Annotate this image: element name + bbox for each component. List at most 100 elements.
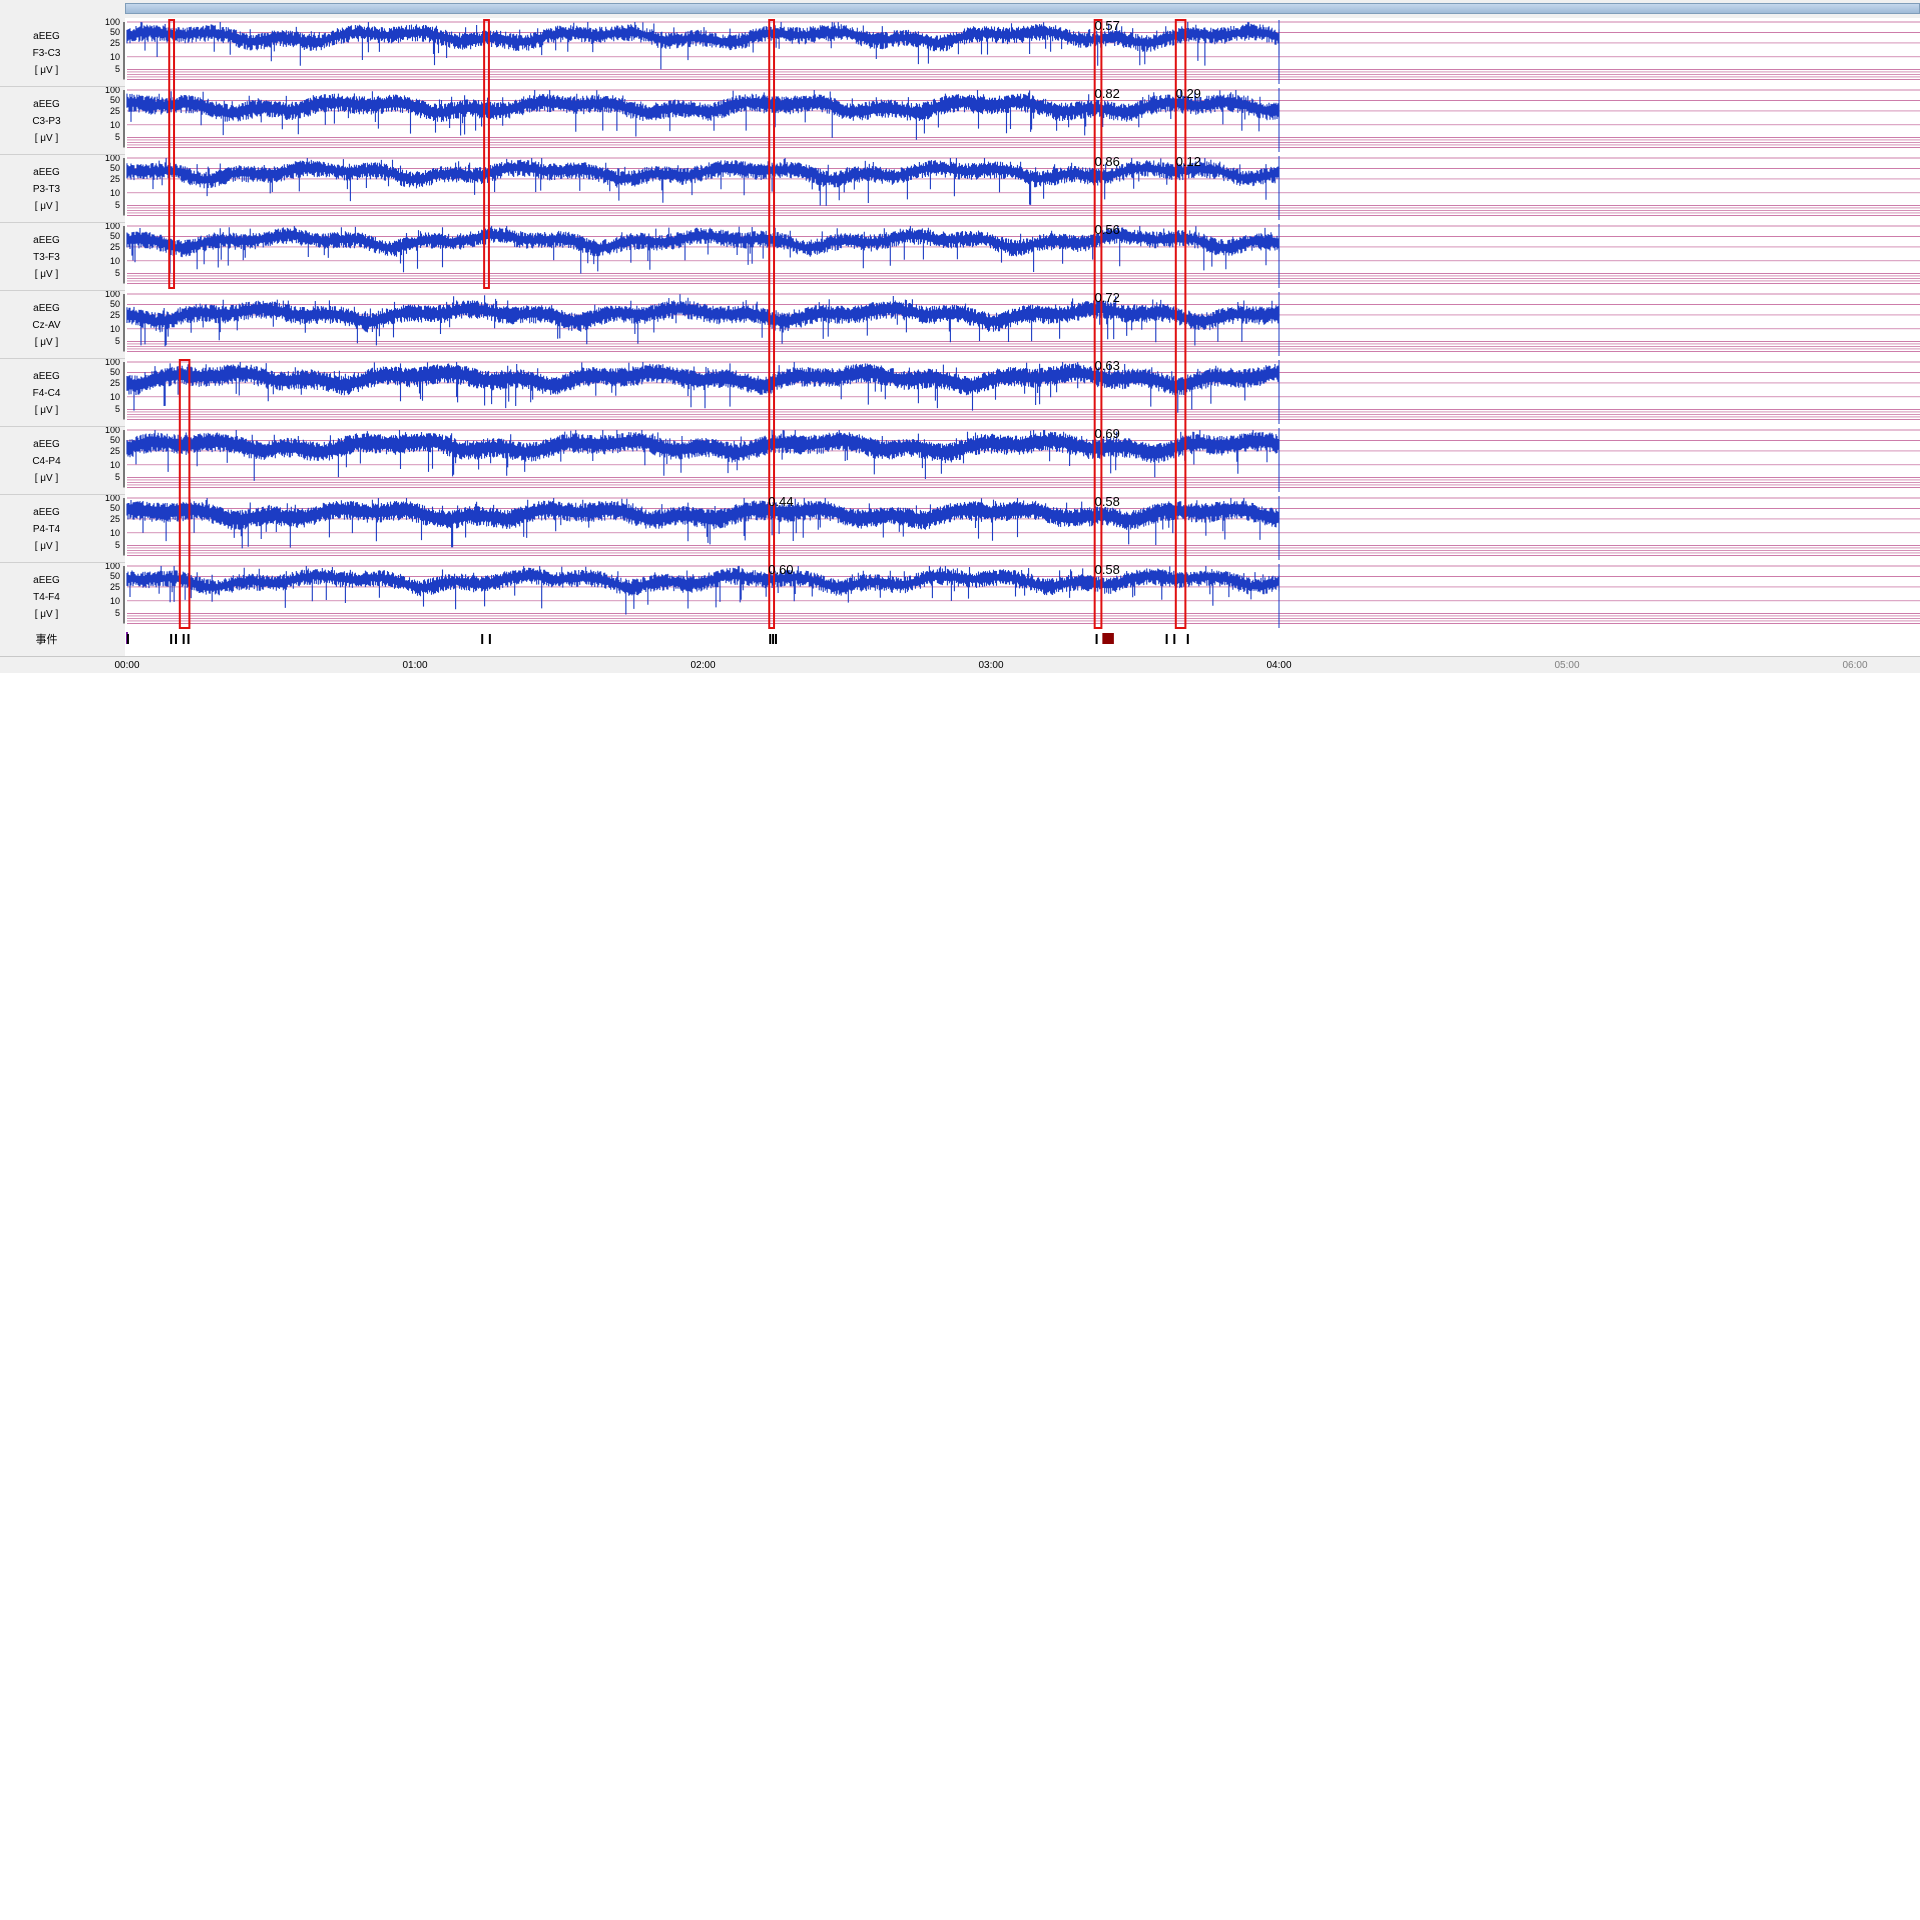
y-tick-label: 25 (109, 445, 120, 456)
channel-separator (0, 358, 125, 359)
channel-unit-label: [ μV ] (34, 337, 59, 348)
aeeg-trace-p3-t3 (126, 158, 1280, 206)
channel-unit-label: [ μV ] (34, 405, 59, 416)
channel-type-label: aEEG (33, 507, 60, 518)
y-tick-label: 5 (114, 268, 120, 279)
y-tick-label: 10 (109, 255, 120, 266)
detection-score-label: 0.86 (1095, 154, 1120, 169)
y-tick-label: 100 (104, 221, 120, 231)
y-tick-label: 10 (109, 527, 120, 538)
channel-type-label: aEEG (33, 439, 60, 450)
time-tick-label: 02:00 (690, 660, 716, 671)
aeeg-viewer: aEEG F3-C3[ μV ] 100 50 25 10 5 aEEG C3-P3[ μV ]… (0, 0, 1920, 673)
y-tick-label: 5 (114, 336, 120, 347)
y-tick-label: 50 (109, 503, 120, 514)
detection-score-label: 0.69 (1095, 426, 1120, 441)
channel-unit-label: [ μV ] (34, 269, 59, 280)
channel-unit-label: [ μV ] (34, 541, 59, 552)
time-tick-label: 01:00 (402, 660, 428, 671)
y-tick-label: 5 (114, 404, 120, 415)
aeeg-trace-c3-p3 (126, 90, 1280, 140)
channel-unit-label: [ μV ] (34, 609, 59, 620)
aeeg-trace-f3-c3 (126, 22, 1280, 70)
channel-separator (0, 494, 125, 495)
time-tick-label: 04:00 (1266, 660, 1292, 671)
event-highlight-box[interactable] (1174, 19, 1187, 629)
time-tick-label: 06:00 (1842, 660, 1868, 671)
y-tick-label: 100 (104, 153, 120, 163)
channel-type-label: aEEG (33, 235, 60, 246)
event-highlight-box[interactable] (168, 19, 176, 289)
channel-lead-label: F4-C4 (32, 388, 61, 399)
channel-separator (0, 222, 125, 223)
y-tick-label: 25 (109, 581, 120, 592)
detection-score-label: 0.29 (1176, 86, 1201, 101)
event-highlight-box[interactable] (178, 359, 191, 629)
aeeg-trace-c4-p4 (126, 430, 1280, 481)
time-tick-label: 05:00 (1554, 660, 1580, 671)
event-highlight-box[interactable] (483, 19, 490, 289)
y-tick-label: 25 (109, 377, 120, 388)
y-tick-label: 100 (104, 561, 120, 571)
detection-score-label: 0.82 (1095, 86, 1120, 101)
y-tick-label: 10 (109, 187, 120, 198)
y-tick-label: 50 (109, 299, 120, 310)
aeeg-trace-f4-c4 (126, 362, 1280, 413)
y-tick-label: 50 (109, 95, 120, 106)
y-tick-label: 5 (114, 200, 120, 211)
y-tick-label: 25 (109, 241, 120, 252)
y-tick-label: 100 (104, 85, 120, 95)
time-tick-label: 00:00 (114, 660, 140, 671)
detection-score-label: 0.72 (1095, 290, 1120, 305)
channel-separator (0, 154, 125, 155)
channel-unit-label: [ μV ] (34, 65, 59, 76)
detection-score-label: 0.56 (1095, 222, 1120, 237)
y-tick-label: 10 (109, 119, 120, 130)
channel-separator (0, 86, 125, 87)
y-tick-label: 25 (109, 173, 120, 184)
channel-unit-label: [ μV ] (34, 473, 59, 484)
channel-lead-label: T4-F4 (33, 592, 60, 603)
channel-unit-label: [ μV ] (34, 133, 59, 144)
aeeg-trend-plot[interactable]: 0.57 0.82 0.29 0.86 0.12 0.56 0.72 0.63 0.69 0.44… (0, 0, 1920, 673)
y-tick-label: 100 (104, 425, 120, 435)
detection-score-label: 0.12 (1176, 154, 1201, 169)
channel-lead-label: C3-P3 (32, 116, 61, 127)
detection-score-label: 0.57 (1095, 18, 1120, 33)
channel-type-label: aEEG (33, 303, 60, 314)
time-axis: 00:00 01:00 02:00 03:00 04:00 05:00 06:00 (0, 656, 1920, 673)
channel-lead-label: F3-C3 (32, 48, 61, 59)
detection-score-label: 0.60 (768, 562, 793, 577)
y-tick-label: 25 (109, 105, 120, 116)
event-highlight-box[interactable] (768, 19, 776, 629)
channel-type-label: aEEG (33, 31, 60, 42)
channel-type-label: aEEG (33, 99, 60, 110)
events-row-label: 事件 (35, 634, 58, 646)
event-block-marker[interactable] (1102, 633, 1114, 644)
channel-separator (0, 426, 125, 427)
aeeg-trace-cz-av (126, 294, 1280, 347)
detection-score-label: 0.63 (1095, 358, 1120, 373)
y-tick-label: 50 (109, 27, 120, 38)
channel-lead-label: Cz-AV (32, 320, 61, 331)
y-tick-label: 100 (104, 357, 120, 367)
y-tick-label: 10 (109, 595, 120, 606)
channel-type-label: aEEG (33, 575, 60, 586)
detection-score-label: 0.58 (1095, 562, 1120, 577)
y-tick-label: 100 (104, 17, 120, 27)
y-tick-label: 25 (109, 309, 120, 320)
channel-unit-label: [ μV ] (34, 201, 59, 212)
channel-type-label: aEEG (33, 167, 60, 178)
channel-type-label: aEEG (33, 371, 60, 382)
y-tick-label: 50 (109, 571, 120, 582)
y-tick-label: 50 (109, 367, 120, 378)
y-tick-label: 5 (114, 472, 120, 483)
y-tick-label: 10 (109, 459, 120, 470)
channel-lead-label: T3-F3 (33, 252, 60, 263)
time-tick-label: 03:00 (978, 660, 1004, 671)
event-highlight-box[interactable] (1093, 19, 1103, 629)
horizontal-scrollbar[interactable] (0, 0, 1920, 18)
aeeg-trace-t3-f3 (126, 226, 1280, 274)
channel-separator (0, 290, 125, 291)
channel-lead-label: C4-P4 (32, 456, 61, 467)
